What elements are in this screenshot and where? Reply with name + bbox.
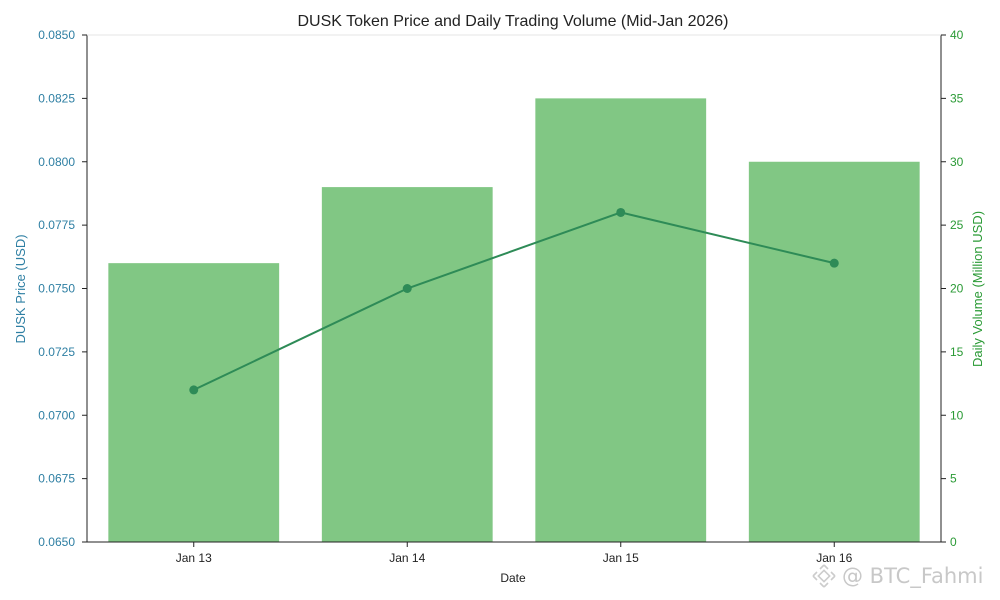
right-tick-label: 10 [950,408,964,422]
right-axis-label: Daily Volume (Million USD) [970,211,985,367]
right-tick-label: 5 [950,472,957,486]
x-tick-label: Jan 14 [389,551,425,565]
right-tick-label: 40 [950,28,964,42]
volume-bar [108,263,280,542]
bars-group [108,98,920,542]
volume-bar [748,161,920,542]
left-tick-label: 0.0800 [38,155,75,169]
chart-title: DUSK Token Price and Daily Trading Volum… [297,13,728,30]
left-tick-label: 0.0825 [38,91,75,105]
right-tick-label: 30 [950,155,964,169]
x-tick-label: Jan 15 [603,551,639,565]
price-point [402,284,412,293]
binance-logo-icon [812,564,836,588]
left-tick-label: 0.0725 [38,345,75,359]
axes-group: 0.0650 0.0675 0.0700 0.0725 0.0750 0.0775 0.08… [38,28,963,565]
x-tick-label: Jan 16 [816,551,852,565]
right-tick-label: 25 [950,218,964,232]
volume-bar [321,187,493,542]
left-tick-label: 0.0700 [38,408,75,422]
price-line-group [189,207,839,395]
price-point [189,385,199,395]
left-tick-label: 0.0750 [38,282,75,296]
x-axis-label: Date [500,571,526,585]
left-axis-label: DUSK Price (USD) [13,234,28,343]
right-tick-label: 20 [950,282,964,296]
left-tick-label: 0.0775 [38,218,75,232]
price-point [829,258,839,268]
left-tick-label: 0.0650 [38,535,75,549]
volume-bar [535,98,707,542]
price-line [193,211,835,391]
price-point [616,207,626,217]
left-tick-label: 0.0675 [38,472,75,486]
right-tick-label: 0 [950,535,957,549]
left-tick-label: 0.0850 [38,28,75,42]
right-tick-label: 15 [950,345,964,359]
right-tick-label: 35 [950,91,964,105]
x-tick-label: Jan 13 [176,551,212,565]
watermark-text: @ BTC_Fahmi [842,564,983,589]
watermark: @ BTC_Fahmi [812,564,983,589]
